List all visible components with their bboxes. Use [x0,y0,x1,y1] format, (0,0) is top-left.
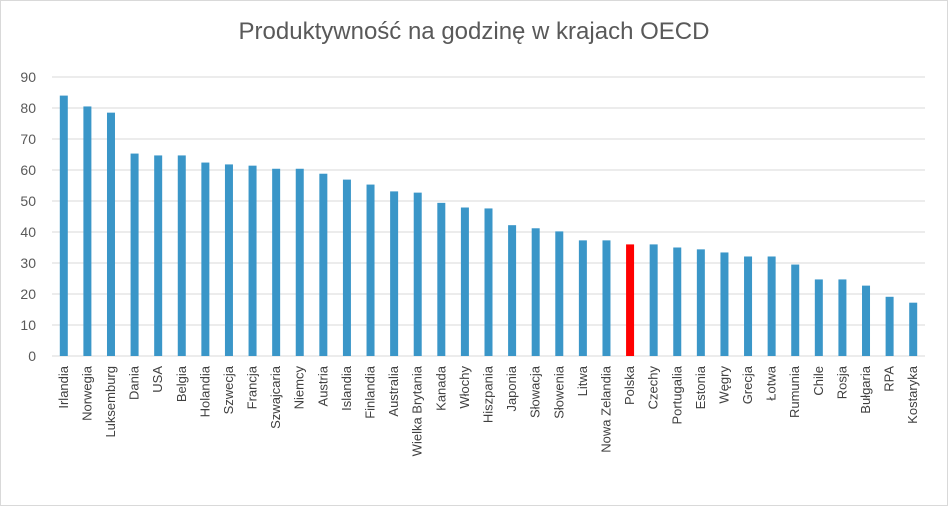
bar-kanada [437,202,446,356]
x-tick-label: Niemcy [292,366,307,410]
x-tick-label: Szwecja [221,365,236,414]
y-tick-label: 60 [20,162,36,178]
x-tick-label: Słowacja [528,365,543,418]
bar-rumunia [791,264,800,356]
y-tick-label: 20 [20,286,36,302]
x-tick-label: Chile [811,366,826,396]
x-tick-label: Łotwa [764,365,779,400]
bar-dania [130,153,139,356]
bar-irlandia [59,95,68,356]
bar-nowa-zelandia [602,240,611,356]
bar-wielka-brytania [413,192,422,356]
x-tick-label: Polska [622,365,637,405]
bar-australia [390,191,399,356]
x-tick-label: Kostaryka [905,365,920,424]
bar-węgry [720,252,729,356]
x-tick-label: Bułgaria [858,365,873,413]
bar-islandia [342,179,351,356]
x-tick-label: Norwegia [79,365,94,421]
bar-finlandia [366,184,375,356]
x-tick-label: Japonia [504,365,519,411]
bar-hiszpania [484,208,493,356]
chart-title: Produktywność na godzinę w krajach OECD [238,18,710,45]
x-tick-label: Dania [127,365,142,400]
x-tick-label: Kanada [433,365,448,411]
bar-portugalia [673,247,682,356]
x-tick-label: Rumunia [787,365,802,418]
bar-bułgaria [862,285,871,356]
y-tick-label: 40 [20,224,36,240]
y-tick-label: 0 [28,348,36,364]
bar-szwajcaria [272,168,281,356]
x-tick-label: Francja [245,365,260,409]
bar-niemcy [295,168,304,356]
bar-norwegia [83,106,92,356]
bar-japonia [508,225,517,356]
x-tick-label: Austria [315,365,330,406]
y-tick-label: 10 [20,317,36,333]
bar-rosja [838,279,847,356]
x-tick-label: Hiszpania [481,365,496,423]
bar-luksemburg [106,112,115,357]
x-tick-label: Estonia [693,365,708,409]
bar-włochy [460,207,469,356]
bar-łotwa [767,256,776,356]
x-tick-label: Luksemburg [103,366,118,438]
x-tick-label: Szwajcaria [268,365,283,429]
bar-usa [154,155,163,356]
y-tick-label: 80 [20,100,36,116]
x-tick-label: Grecja [740,365,755,404]
x-tick-label: Słowenia [551,365,566,419]
x-tick-label: Czechy [646,366,661,410]
bar-holandia [201,162,210,356]
y-tick-label: 70 [20,131,36,147]
bar-słowenia [555,231,564,356]
x-tick-label: Irlandia [56,365,71,408]
y-tick-label: 30 [20,255,36,271]
bar-czechy [649,244,658,356]
x-tick-label: Portugalia [669,365,684,424]
bar-chile [814,279,823,356]
bar-grecja [744,256,753,356]
x-tick-label: Belgia [174,365,189,402]
x-tick-label: Węgry [716,366,731,404]
y-tick-label: 50 [20,193,36,209]
bar-francja [248,165,257,356]
bar-szwecja [224,164,233,356]
bar-słowacja [531,228,540,356]
bar-polska [626,244,635,356]
x-tick-label: Australia [386,365,401,416]
x-tick-label: Litwa [575,365,590,396]
x-tick-label: Rosja [834,365,849,399]
x-tick-label: Islandia [339,365,354,411]
bar-belgia [177,155,186,356]
bar-austria [319,173,328,356]
x-tick-label: Wielka Brytania [410,365,425,456]
y-tick-label: 90 [20,69,36,85]
bar-estonia [696,249,705,356]
bar-rpa [885,296,894,356]
x-tick-label: Nowa Zelandia [598,365,613,452]
bar-litwa [578,240,587,356]
x-tick-label: USA [150,366,165,393]
x-tick-label: Holandia [197,365,212,417]
bar-kostaryka [909,302,918,356]
x-tick-label: Finlandia [363,365,378,419]
x-tick-label: RPA [882,366,897,392]
x-tick-label: Włochy [457,366,472,409]
